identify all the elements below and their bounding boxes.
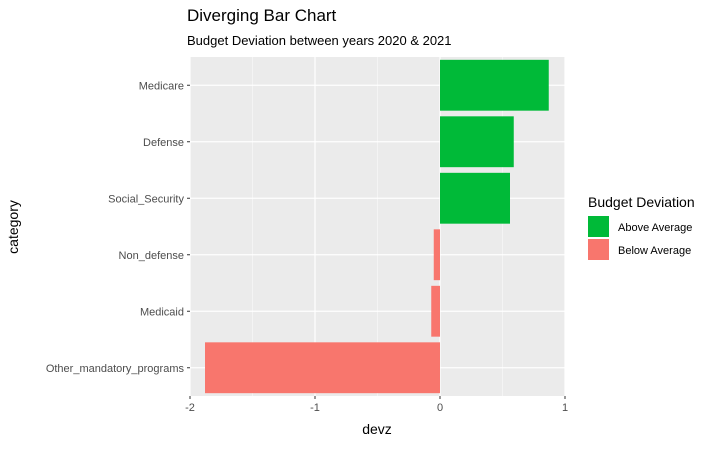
x-tick-label: 1 <box>562 402 568 414</box>
bars-layer <box>205 59 549 394</box>
x-tick-label: -1 <box>310 402 320 414</box>
legend-entries: Above Average Below Average <box>588 216 692 260</box>
x-tick-label: 0 <box>437 402 443 414</box>
legend-title: Budget Deviation <box>588 194 695 210</box>
chart-title: Diverging Bar Chart <box>187 6 337 25</box>
y-tick-label: Medicare <box>139 80 184 92</box>
y-tick-label: Social_Security <box>108 193 184 205</box>
y-tick-label: Medicaid <box>140 306 184 318</box>
bar-other-mandatory-programs <box>205 342 440 394</box>
y-tick-label: Non_defense <box>119 250 184 262</box>
legend: Budget Deviation Above Average Below Aver… <box>588 194 695 260</box>
y-axis-title: category <box>5 200 21 254</box>
bar-medicare <box>440 59 549 111</box>
bar-social-security <box>440 172 510 224</box>
y-axis: Medicare Defense Social_Security Non_defens… <box>46 80 190 375</box>
bar-medicaid <box>431 285 440 337</box>
y-tick-label: Defense <box>143 137 184 149</box>
bar-defense <box>440 116 514 168</box>
legend-label: Above Average <box>618 222 692 234</box>
legend-key <box>588 239 609 260</box>
x-tick-label: -2 <box>185 402 195 414</box>
x-axis: -2 -1 0 1 <box>185 396 568 414</box>
legend-label: Below Average <box>618 245 691 257</box>
legend-key <box>588 216 609 237</box>
bar-non-defense <box>433 229 440 281</box>
y-tick-label: Other_mandatory_programs <box>46 363 185 375</box>
x-axis-title: devz <box>362 421 392 437</box>
chart-subtitle: Budget Deviation between years 2020 & 20… <box>187 33 452 48</box>
